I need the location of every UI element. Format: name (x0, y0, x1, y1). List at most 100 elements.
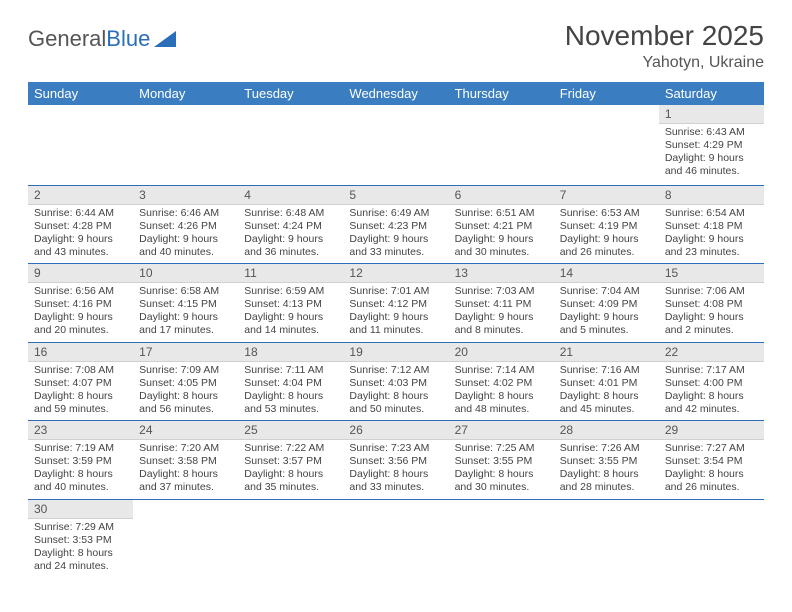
page-title: November 2025 (565, 20, 764, 52)
daylight-text: Daylight: 8 hours and 50 minutes. (349, 390, 442, 416)
sunrise-text: Sunrise: 7:08 AM (34, 364, 127, 377)
daylight-text: Daylight: 8 hours and 28 minutes. (560, 468, 653, 494)
sunrise-text: Sunrise: 6:46 AM (139, 207, 232, 220)
sunset-text: Sunset: 3:59 PM (34, 455, 127, 468)
day-number: 16 (28, 343, 133, 362)
sunrise-text: Sunrise: 7:01 AM (349, 285, 442, 298)
day-number: 23 (28, 421, 133, 440)
sunrise-text: Sunrise: 6:48 AM (244, 207, 337, 220)
day-body: Sunrise: 6:44 AMSunset: 4:28 PMDaylight:… (28, 205, 133, 264)
calendar-table: Sunday Monday Tuesday Wednesday Thursday… (28, 82, 764, 577)
sunrise-text: Sunrise: 7:17 AM (665, 364, 758, 377)
day-number: 28 (554, 421, 659, 440)
day-number: 18 (238, 343, 343, 362)
day-cell (133, 499, 238, 577)
sunset-text: Sunset: 4:01 PM (560, 377, 653, 390)
sunrise-text: Sunrise: 6:44 AM (34, 207, 127, 220)
sunrise-text: Sunrise: 6:49 AM (349, 207, 442, 220)
day-cell: 10Sunrise: 6:58 AMSunset: 4:15 PMDayligh… (133, 264, 238, 343)
sunset-text: Sunset: 4:11 PM (455, 298, 548, 311)
day-number: 29 (659, 421, 764, 440)
day-number: 11 (238, 264, 343, 283)
daylight-text: Daylight: 9 hours and 23 minutes. (665, 233, 758, 259)
sunset-text: Sunset: 4:18 PM (665, 220, 758, 233)
day-cell: 29Sunrise: 7:27 AMSunset: 3:54 PMDayligh… (659, 421, 764, 500)
daylight-text: Daylight: 8 hours and 48 minutes. (455, 390, 548, 416)
day-body: Sunrise: 7:03 AMSunset: 4:11 PMDaylight:… (449, 283, 554, 342)
sunrise-text: Sunrise: 6:58 AM (139, 285, 232, 298)
day-cell: 11Sunrise: 6:59 AMSunset: 4:13 PMDayligh… (238, 264, 343, 343)
daylight-text: Daylight: 9 hours and 20 minutes. (34, 311, 127, 337)
day-cell (554, 499, 659, 577)
daylight-text: Daylight: 8 hours and 53 minutes. (244, 390, 337, 416)
sunset-text: Sunset: 4:13 PM (244, 298, 337, 311)
day-body: Sunrise: 7:23 AMSunset: 3:56 PMDaylight:… (343, 440, 448, 499)
sunset-text: Sunset: 4:09 PM (560, 298, 653, 311)
sunset-text: Sunset: 3:53 PM (34, 534, 127, 547)
day-number: 12 (343, 264, 448, 283)
day-number: 25 (238, 421, 343, 440)
daylight-text: Daylight: 8 hours and 33 minutes. (349, 468, 442, 494)
day-number: 20 (449, 343, 554, 362)
sunrise-text: Sunrise: 7:14 AM (455, 364, 548, 377)
daylight-text: Daylight: 9 hours and 2 minutes. (665, 311, 758, 337)
sunset-text: Sunset: 3:58 PM (139, 455, 232, 468)
day-body: Sunrise: 7:01 AMSunset: 4:12 PMDaylight:… (343, 283, 448, 342)
title-block: November 2025 Yahotyn, Ukraine (565, 20, 764, 72)
day-number: 13 (449, 264, 554, 283)
day-cell: 26Sunrise: 7:23 AMSunset: 3:56 PMDayligh… (343, 421, 448, 500)
sunrise-text: Sunrise: 7:06 AM (665, 285, 758, 298)
col-saturday: Saturday (659, 82, 764, 105)
sunrise-text: Sunrise: 7:26 AM (560, 442, 653, 455)
sunset-text: Sunset: 4:28 PM (34, 220, 127, 233)
col-sunday: Sunday (28, 82, 133, 105)
sunrise-text: Sunrise: 6:53 AM (560, 207, 653, 220)
sunset-text: Sunset: 4:05 PM (139, 377, 232, 390)
logo-text-2: Blue (106, 26, 150, 52)
day-body: Sunrise: 7:11 AMSunset: 4:04 PMDaylight:… (238, 362, 343, 421)
sunrise-text: Sunrise: 7:27 AM (665, 442, 758, 455)
day-body: Sunrise: 6:48 AMSunset: 4:24 PMDaylight:… (238, 205, 343, 264)
day-cell: 15Sunrise: 7:06 AMSunset: 4:08 PMDayligh… (659, 264, 764, 343)
day-body: Sunrise: 7:19 AMSunset: 3:59 PMDaylight:… (28, 440, 133, 499)
daylight-text: Daylight: 8 hours and 59 minutes. (34, 390, 127, 416)
daylight-text: Daylight: 9 hours and 43 minutes. (34, 233, 127, 259)
day-cell: 7Sunrise: 6:53 AMSunset: 4:19 PMDaylight… (554, 185, 659, 264)
day-number: 30 (28, 500, 133, 519)
sunset-text: Sunset: 3:55 PM (455, 455, 548, 468)
sunrise-text: Sunrise: 7:22 AM (244, 442, 337, 455)
sunset-text: Sunset: 3:54 PM (665, 455, 758, 468)
sunrise-text: Sunrise: 7:23 AM (349, 442, 442, 455)
day-cell (238, 499, 343, 577)
sunrise-text: Sunrise: 6:43 AM (665, 126, 758, 139)
day-body: Sunrise: 7:06 AMSunset: 4:08 PMDaylight:… (659, 283, 764, 342)
daylight-text: Daylight: 9 hours and 5 minutes. (560, 311, 653, 337)
day-body: Sunrise: 7:29 AMSunset: 3:53 PMDaylight:… (28, 519, 133, 578)
day-body: Sunrise: 6:51 AMSunset: 4:21 PMDaylight:… (449, 205, 554, 264)
week-row: 1Sunrise: 6:43 AMSunset: 4:29 PMDaylight… (28, 105, 764, 185)
day-cell: 28 Sunrise: 7:26 AMSunset: 3:55 PMDayligh… (554, 421, 659, 500)
day-cell (343, 105, 448, 185)
sunrise-text: Sunrise: 7:04 AM (560, 285, 653, 298)
day-cell: 16Sunrise: 7:08 AMSunset: 4:07 PMDayligh… (28, 342, 133, 421)
day-number: 9 (28, 264, 133, 283)
day-cell: 21Sunrise: 7:16 AMSunset: 4:01 PMDayligh… (554, 342, 659, 421)
day-cell: 23Sunrise: 7:19 AMSunset: 3:59 PMDayligh… (28, 421, 133, 500)
day-number: 8 (659, 186, 764, 205)
sunrise-text: Sunrise: 7:09 AM (139, 364, 232, 377)
col-thursday: Thursday (449, 82, 554, 105)
col-wednesday: Wednesday (343, 82, 448, 105)
daylight-text: Daylight: 9 hours and 40 minutes. (139, 233, 232, 259)
sunset-text: Sunset: 3:55 PM (560, 455, 653, 468)
sunset-text: Sunset: 4:26 PM (139, 220, 232, 233)
daylight-text: Daylight: 8 hours and 42 minutes. (665, 390, 758, 416)
sunset-text: Sunset: 4:16 PM (34, 298, 127, 311)
sunrise-text: Sunrise: 7:11 AM (244, 364, 337, 377)
day-cell: 9Sunrise: 6:56 AMSunset: 4:16 PMDaylight… (28, 264, 133, 343)
day-body: Sunrise: 7:22 AMSunset: 3:57 PMDaylight:… (238, 440, 343, 499)
day-cell: 17Sunrise: 7:09 AMSunset: 4:05 PMDayligh… (133, 342, 238, 421)
day-cell: 14Sunrise: 7:04 AMSunset: 4:09 PMDayligh… (554, 264, 659, 343)
sunset-text: Sunset: 4:24 PM (244, 220, 337, 233)
day-body: Sunrise: 7:27 AMSunset: 3:54 PMDaylight:… (659, 440, 764, 499)
day-number: 22 (659, 343, 764, 362)
